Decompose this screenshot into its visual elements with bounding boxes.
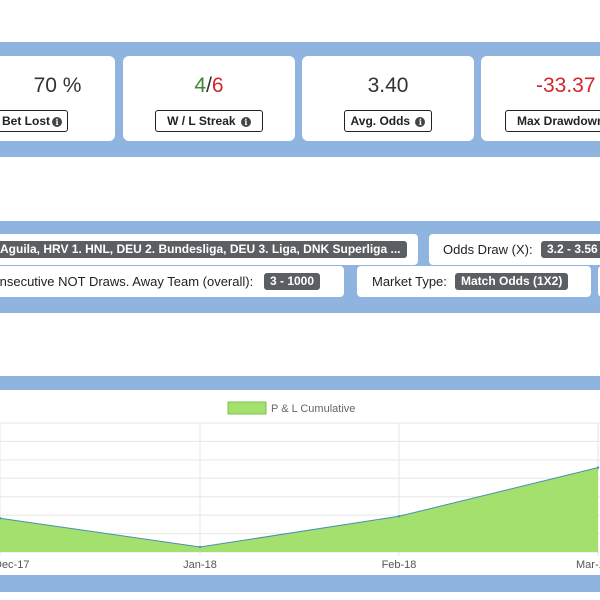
legend-swatch — [227, 401, 267, 415]
filters-panel: Aguila, HRV 1. HNL, DEU 2. Bundesliga, D… — [0, 221, 600, 313]
stat-value: 3.40 — [367, 74, 409, 97]
filter-next[interactable] — [598, 266, 600, 297]
pl-point — [596, 466, 600, 469]
filter-consecutive-label: Consecutive NOT Draws. Away Team (overal… — [0, 274, 254, 289]
stat-label-streak[interactable]: W / L Streak i — [155, 110, 263, 132]
x-tick-label: Jan-18 — [183, 559, 217, 571]
pl-point — [397, 515, 401, 518]
info-icon[interactable]: i — [415, 117, 426, 127]
pl-point — [0, 517, 2, 520]
info-icon[interactable]: i — [240, 117, 251, 127]
stat-value: 70 % — [33, 74, 82, 97]
filter-odds-draw-label: Odds Draw (X): — [443, 242, 533, 257]
stat-value: 4/6 — [194, 74, 224, 97]
stat-label-max-drawdown[interactable]: Max Drawdown — [505, 110, 600, 132]
legend-label: P & L Cumulative — [271, 403, 355, 415]
filter-leagues[interactable]: Aguila, HRV 1. HNL, DEU 2. Bundesliga, D… — [0, 234, 418, 265]
x-tick-label: Feb-18 — [382, 559, 417, 571]
filter-market-type-label: Market Type: — [372, 274, 447, 289]
info-icon[interactable]: i — [52, 117, 62, 127]
stat-card-max-drawdown: -33.37 Max Drawdown — [481, 56, 600, 141]
pl-cumulative-chart: Dec-17 Jan-18 Feb-18 Mar-18 P & L Cumulative — [0, 401, 600, 571]
x-tick-label: Dec-17 — [0, 559, 29, 571]
stat-card-avg-odds: 3.40 Avg. Odds i — [302, 56, 474, 141]
x-tick-label: Mar-18 — [576, 559, 600, 571]
filter-consecutive-value: 3 - 1000 — [264, 273, 321, 290]
chart-panel-frame: Dec-17 Jan-18 Feb-18 Mar-18 P & L Cumulative — [0, 376, 600, 592]
filter-leagues-value: Aguila, HRV 1. HNL, DEU 2. Bundesliga, D… — [0, 241, 407, 258]
stat-value: -33.37 — [536, 74, 596, 97]
pl-line — [0, 467, 599, 548]
filter-market-type-value: Match Odds (1X2) — [455, 273, 569, 290]
pl-point — [198, 545, 202, 549]
stat-label-avg-odds[interactable]: Avg. Odds i — [344, 110, 432, 132]
pl-area — [0, 467, 598, 552]
stat-card-streak: 4/6 W / L Streak i — [123, 56, 295, 141]
filter-market-type[interactable]: Market Type: Match Odds (1X2) — [357, 266, 591, 297]
filter-consecutive[interactable]: Consecutive NOT Draws. Away Team (overal… — [0, 266, 344, 297]
filter-odds-draw[interactable]: Odds Draw (X): 3.2 - 3.56 — [429, 234, 600, 265]
pl-chart-panel: Dec-17 Jan-18 Feb-18 Mar-18 P & L Cumulative — [0, 390, 600, 575]
filter-odds-draw-value: 3.2 - 3.56 — [541, 241, 600, 258]
